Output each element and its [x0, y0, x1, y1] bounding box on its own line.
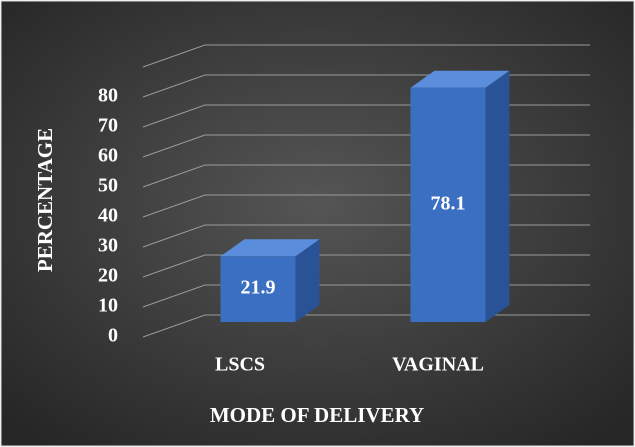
y-tick-label: 30 [98, 235, 118, 257]
y-tick-label: 70 [98, 115, 118, 137]
y-tick-label: 50 [98, 175, 118, 197]
y-axis-title: PERCENTAGE [33, 128, 57, 272]
y-tick-label: 60 [98, 145, 118, 167]
y-tick-label: 0 [108, 325, 118, 347]
y-tick-label: 80 [98, 85, 118, 107]
y-tick-label: 20 [98, 265, 118, 287]
grid-line [142, 44, 590, 68]
bar-top [410, 70, 510, 88]
x-tick-label: VAGINAL [392, 354, 484, 376]
x-axis-title: MODE OF DELIVERY [210, 403, 424, 427]
bar-side [485, 70, 510, 322]
bar [220, 256, 296, 322]
x-tick-label: LSCS [215, 354, 265, 376]
bar [410, 87, 486, 322]
bar-top [220, 239, 320, 257]
value-label: 78.1 [431, 192, 466, 214]
bar-side [295, 239, 320, 322]
value-label: 21.9 [241, 277, 276, 299]
y-tick-label: 40 [98, 205, 118, 227]
y-tick-label: 10 [98, 295, 118, 317]
